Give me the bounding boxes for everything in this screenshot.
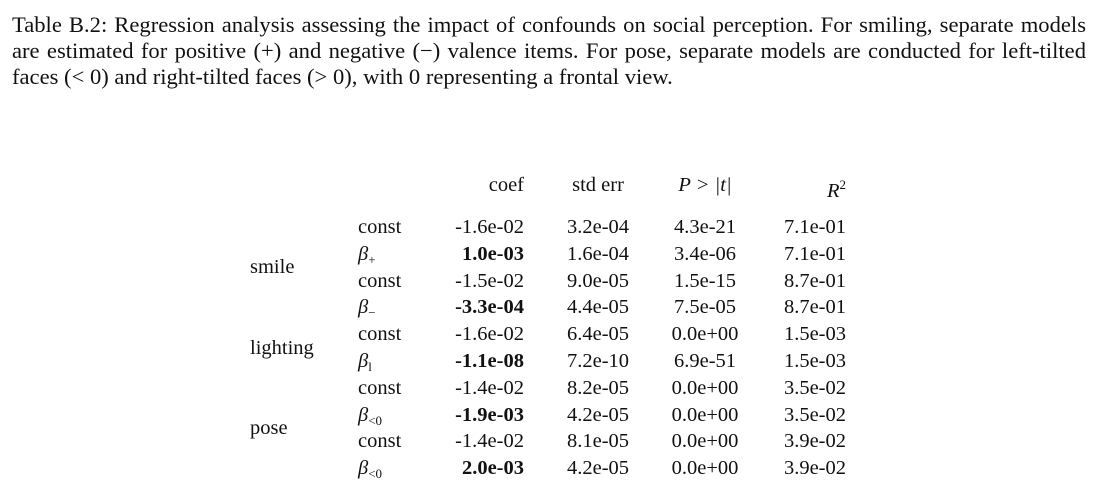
term: const	[358, 430, 402, 453]
p: 1.5e-15	[673, 269, 737, 292]
term: β<0	[358, 402, 382, 434]
std-err: 3.2e-04	[566, 216, 630, 238]
header-coef: coef	[488, 174, 524, 196]
p: 4.3e-21	[673, 216, 737, 238]
term-symbol: β	[358, 457, 369, 480]
r2: 3.9e-02	[783, 430, 846, 453]
header-p: P > |t|	[678, 174, 732, 196]
r2: 7.1e-01	[783, 216, 846, 238]
header-r2: R2	[827, 172, 846, 204]
coef: -1.4e-02	[455, 430, 524, 453]
r2: 1.5e-03	[783, 323, 846, 346]
r2: 3.9e-02	[783, 457, 846, 480]
table: coef std err P > |t| R2 const -1.6e-02 3.2e-04…	[0, 0, 1104, 481]
term: const	[358, 269, 402, 292]
term-subscript: <0	[368, 412, 383, 428]
p: 0.0e+00	[671, 403, 739, 426]
coef: -1.1e-08	[455, 350, 524, 372]
group-label: pose	[250, 417, 288, 439]
header-std-err: std err	[572, 174, 624, 196]
std-err: 8.1e-05	[566, 430, 630, 453]
caption: Table B.2: Regression analysis assessing…	[12, 12, 1086, 89]
header-r2-sup: 2	[839, 177, 847, 192]
p: 7.5e-05	[673, 296, 737, 319]
coef: 2.0e-03	[461, 457, 524, 480]
std-err: 8.2e-05	[566, 376, 630, 399]
r2: 3.5e-02	[783, 376, 846, 399]
r2: 1.5e-03	[783, 350, 846, 372]
coef: -1.4e-02	[455, 376, 524, 399]
term: const	[358, 216, 402, 238]
std-err: 4.4e-05	[566, 296, 630, 319]
std-err: 6.4e-05	[566, 323, 630, 346]
term-subscript: l	[368, 359, 372, 374]
term: β+	[358, 241, 376, 273]
std-err: 4.2e-05	[566, 403, 630, 426]
coef: -1.5e-02	[455, 269, 524, 292]
rule	[0, 7, 627, 9]
term: const	[358, 323, 402, 346]
p: 0.0e+00	[671, 430, 739, 453]
std-err: 9.0e-05	[566, 269, 630, 292]
coef: -1.6e-02	[455, 216, 524, 238]
coef: -1.6e-02	[455, 323, 524, 346]
std-err: 7.2e-10	[566, 350, 630, 372]
term: β−	[358, 294, 376, 326]
term-symbol: β	[358, 403, 369, 426]
p: 3.4e-06	[673, 242, 737, 265]
term: βl	[358, 348, 372, 380]
std-err: 4.2e-05	[566, 457, 630, 480]
term-subscript: +	[368, 251, 376, 267]
term-symbol: β	[358, 242, 369, 265]
r2: 8.7e-01	[783, 269, 846, 292]
p: 0.0e+00	[671, 323, 739, 346]
term-subscript: −	[368, 305, 376, 321]
r2: 7.1e-01	[783, 242, 846, 265]
r2: 3.5e-02	[783, 403, 846, 426]
r2: 8.7e-01	[783, 296, 846, 319]
term-symbol: β	[358, 296, 369, 319]
term-symbol: β	[358, 350, 369, 372]
p: 0.0e+00	[671, 376, 739, 399]
header-r2-base: R	[826, 180, 840, 202]
std-err: 1.6e-04	[566, 242, 630, 265]
coef: -1.9e-03	[455, 403, 524, 426]
p: 6.9e-51	[673, 350, 737, 372]
term: β<0	[358, 455, 382, 487]
coef: 1.0e-03	[461, 242, 524, 265]
group-label: lighting	[250, 336, 314, 359]
group-label: smile	[250, 256, 295, 279]
term-subscript: <0	[368, 466, 383, 482]
p: 0.0e+00	[671, 457, 739, 480]
coef: -3.3e-04	[455, 296, 524, 319]
term: const	[358, 376, 402, 399]
